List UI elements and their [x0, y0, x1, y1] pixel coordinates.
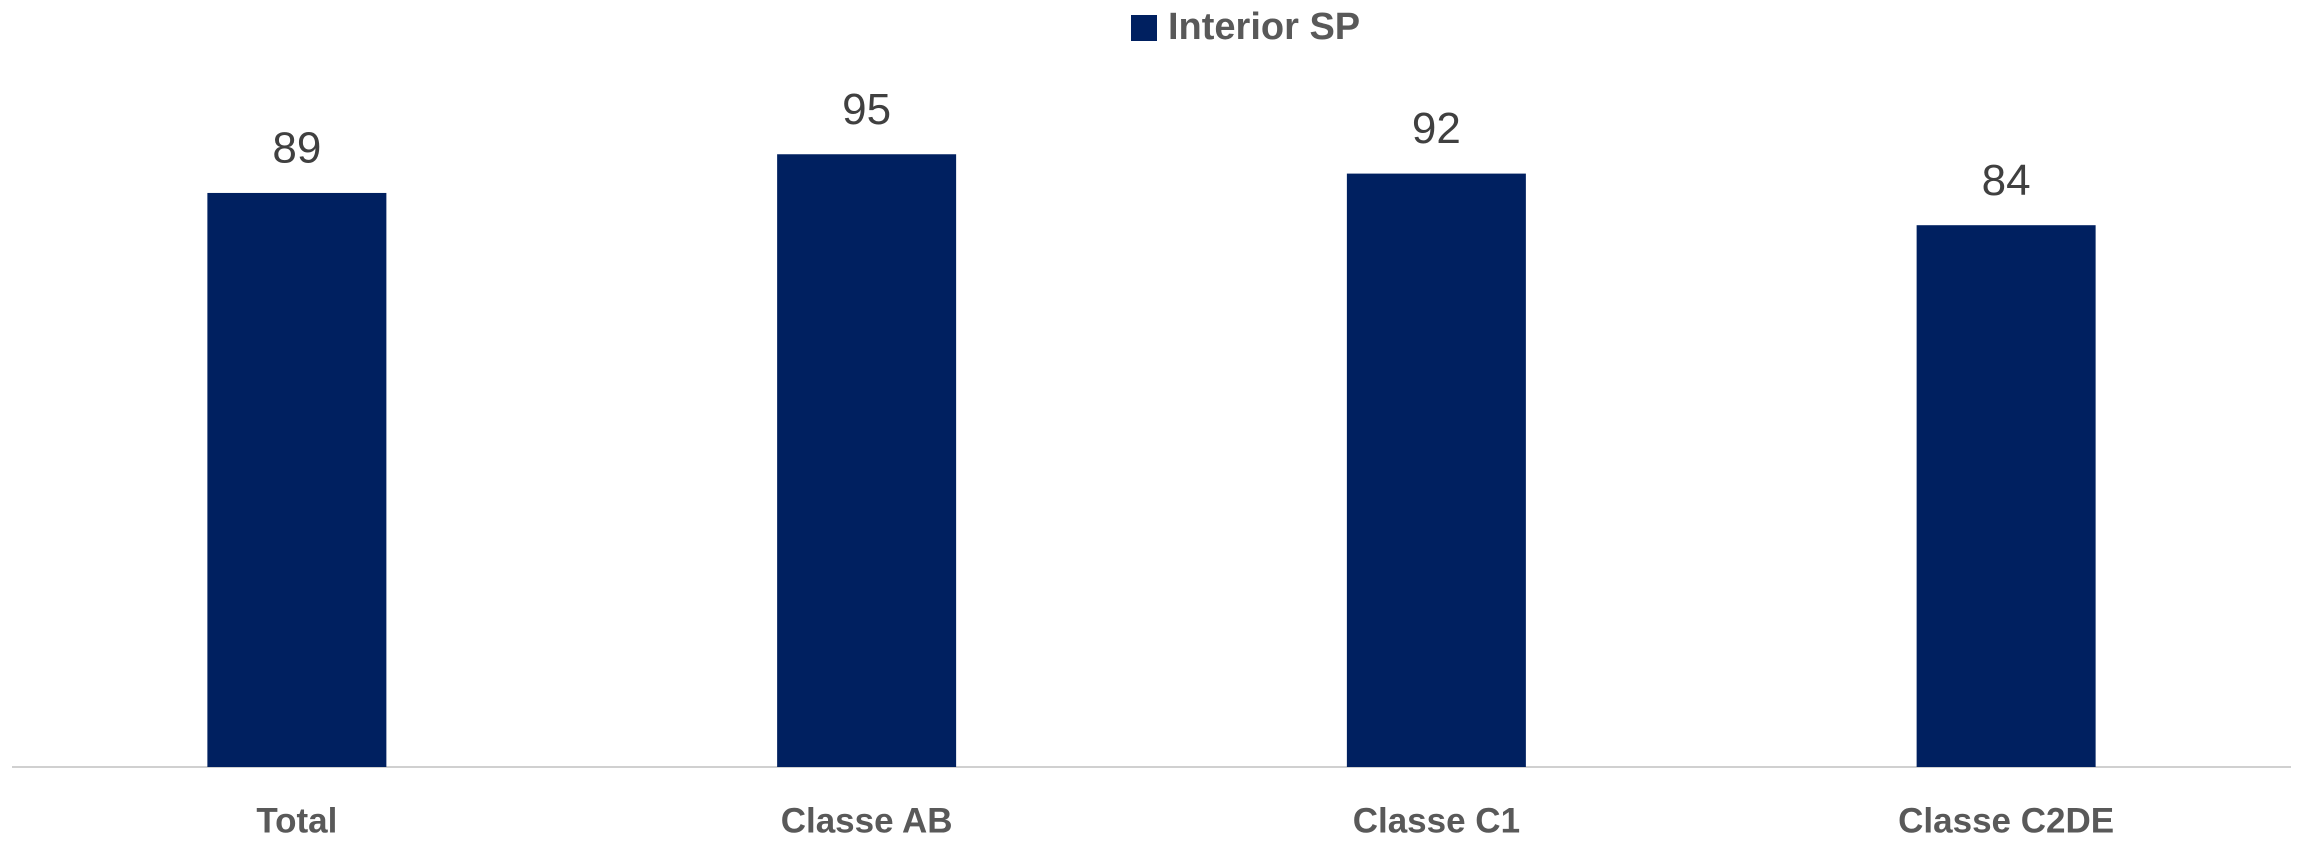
- bar: [207, 192, 387, 767]
- bar: [1916, 225, 2096, 767]
- data-label: 95: [842, 85, 891, 134]
- x-tick-label: Classe C2DE: [1898, 801, 2114, 840]
- data-label: 84: [1982, 156, 2031, 205]
- data-label: 92: [1412, 104, 1461, 153]
- bar: [1346, 173, 1526, 768]
- legend-swatch: [1131, 15, 1157, 41]
- x-tick-label: Total: [256, 801, 337, 840]
- x-tick-label: Classe AB: [781, 801, 953, 840]
- data-label: 89: [272, 124, 321, 173]
- legend-label: Interior SP: [1168, 6, 1360, 48]
- x-tick-label: Classe C1: [1353, 801, 1520, 840]
- bar: [777, 154, 957, 767]
